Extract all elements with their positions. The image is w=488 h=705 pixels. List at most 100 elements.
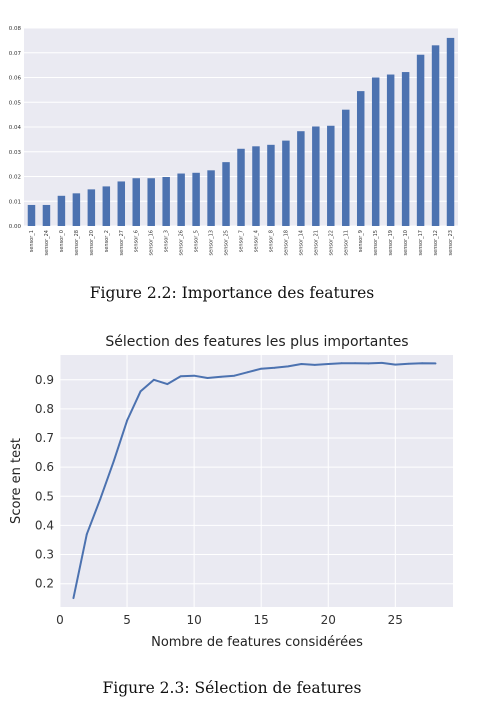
- importance-bar: [312, 126, 320, 226]
- importance-bar: [431, 45, 440, 227]
- selection-point: [287, 365, 289, 368]
- selection-y-tick-label: 0.5: [35, 489, 54, 503]
- selection-score-line: [72, 361, 436, 599]
- importance-y-ticks: 0.00 0.01 0.02 0.03 0.04 0.05 0.06 0.07 0.08: [9, 26, 22, 230]
- importance-x-tick-label: sensor_22: [328, 230, 334, 255]
- importance-bar: [371, 77, 380, 226]
- selection-point: [99, 498, 102, 501]
- importance-y-tick-label: 0.02: [9, 175, 21, 181]
- selection-point: [260, 367, 263, 370]
- selection-x-tick-label: 10: [186, 613, 201, 627]
- importance-x-tick-label: sensor_0: [59, 230, 65, 252]
- selection-chart-title: Sélection des features les plus importan…: [105, 334, 408, 350]
- selection-plot-area: [60, 355, 453, 607]
- selection-point: [394, 363, 397, 366]
- importance-y-tick-label: 0.00: [9, 224, 22, 230]
- selection-y-tick-label: 0.2: [35, 577, 54, 591]
- selection-point: [85, 533, 88, 536]
- importance-x-tick-label: sensor_13: [209, 230, 215, 255]
- importance-x-tick-label: sensor_6: [134, 230, 140, 252]
- importance-x-tick-label: sensor_24: [44, 230, 50, 255]
- selection-point: [421, 362, 424, 365]
- importance-bar: [282, 140, 290, 226]
- importance-x-tick-label: sensor_25: [224, 230, 230, 255]
- importance-bar: [57, 195, 66, 226]
- selection-y-tick-label: 0.6: [35, 460, 54, 474]
- selection-point: [152, 378, 155, 381]
- importance-bar: [102, 186, 111, 226]
- selection-point: [273, 366, 276, 369]
- importance-bar: [267, 144, 275, 226]
- importance-x-tick-label: sensor_11: [343, 230, 349, 255]
- importance-y-tick-label: 0.01: [9, 199, 21, 205]
- selection-x-tick-label: 25: [388, 613, 403, 627]
- selection-y-tick-label: 0.3: [35, 548, 54, 562]
- importance-x-tick-label: sensor_7: [239, 230, 245, 252]
- importance-x-tick-label: sensor_2: [104, 230, 110, 252]
- importance-bar: [237, 148, 245, 226]
- selection-y-tick-label: 0.9: [35, 373, 54, 387]
- selection-point: [72, 597, 75, 600]
- importance-x-tick-label: sensor_5: [194, 230, 200, 252]
- importance-x-tick-label: sensor_21: [313, 230, 319, 255]
- importance-bar: [401, 72, 410, 227]
- importance-x-tick-label: sensor_19: [388, 230, 394, 255]
- importance-bar: [356, 91, 365, 226]
- selection-point: [166, 383, 169, 386]
- selection-point: [354, 362, 356, 365]
- selection-point: [246, 371, 249, 374]
- importance-x-tick-label: sensor_16: [149, 230, 155, 255]
- importance-y-tick-label: 0.05: [9, 100, 22, 106]
- selection-x-ticks: 0 5 10 15 20 25: [56, 613, 403, 627]
- importance-bar: [27, 204, 36, 226]
- importance-caption: Figure 2.2: Importance des features: [90, 284, 375, 302]
- selection-gridlines: [59, 355, 453, 607]
- importance-bars: [27, 37, 455, 227]
- importance-bar: [207, 170, 215, 226]
- importance-bar: [446, 37, 455, 227]
- selection-point: [381, 361, 383, 364]
- importance-x-tick-label: sensor_4: [253, 230, 259, 252]
- importance-bar: [42, 204, 51, 226]
- selection-chart: Sélection des features les plus importan…: [9, 334, 453, 650]
- importance-bar: [147, 178, 155, 226]
- importance-y-tick-label: 0.06: [9, 76, 22, 82]
- importance-x-tick-label: sensor_23: [448, 230, 454, 255]
- selection-caption: Figure 2.3: Sélection de features: [103, 679, 362, 697]
- importance-bar: [132, 178, 140, 226]
- selection-point: [434, 362, 437, 365]
- selection-point: [407, 362, 410, 365]
- selection-y-tick-label: 0.7: [35, 431, 54, 445]
- importance-chart: 0.00 0.01 0.02 0.03 0.04 0.05 0.06 0.07 0.08 sen…: [9, 26, 458, 255]
- importance-x-tick-label: sensor_20: [89, 230, 95, 255]
- selection-point: [367, 362, 370, 365]
- importance-x-ticks: sensor_1 sensor_24 sensor_0 sensor_28 sensor…: [29, 230, 454, 255]
- selection-point: [139, 390, 142, 393]
- importance-x-tick-label: sensor_27: [119, 230, 125, 255]
- selection-point: [126, 419, 128, 422]
- importance-x-tick-label: sensor_17: [418, 230, 424, 255]
- selection-y-ticks: 0.2 0.3 0.4 0.5 0.6 0.7 0.8 0.9: [35, 373, 54, 591]
- selection-point: [220, 375, 222, 378]
- selection-x-tick-label: 0: [56, 613, 64, 627]
- selection-point: [313, 364, 316, 366]
- selection-point: [179, 375, 182, 378]
- importance-bar: [162, 176, 170, 226]
- importance-bar: [177, 173, 185, 226]
- importance-bar: [222, 162, 230, 226]
- importance-x-tick-label: sensor_18: [283, 230, 289, 255]
- importance-x-tick-label: sensor_15: [373, 230, 379, 255]
- importance-x-tick-label: sensor_10: [403, 230, 409, 255]
- selection-point: [206, 377, 209, 379]
- importance-x-tick-label: sensor_1: [29, 230, 35, 252]
- importance-y-tick-label: 0.03: [9, 150, 22, 156]
- importance-bar: [416, 54, 425, 227]
- selection-point: [233, 374, 236, 377]
- selection-y-axis-label: Score en test: [9, 438, 24, 524]
- selection-points: [72, 361, 437, 600]
- importance-bar: [252, 146, 260, 226]
- selection-point: [112, 460, 115, 463]
- importance-bar: [386, 74, 395, 226]
- importance-bar: [87, 189, 96, 226]
- selection-point: [340, 362, 343, 365]
